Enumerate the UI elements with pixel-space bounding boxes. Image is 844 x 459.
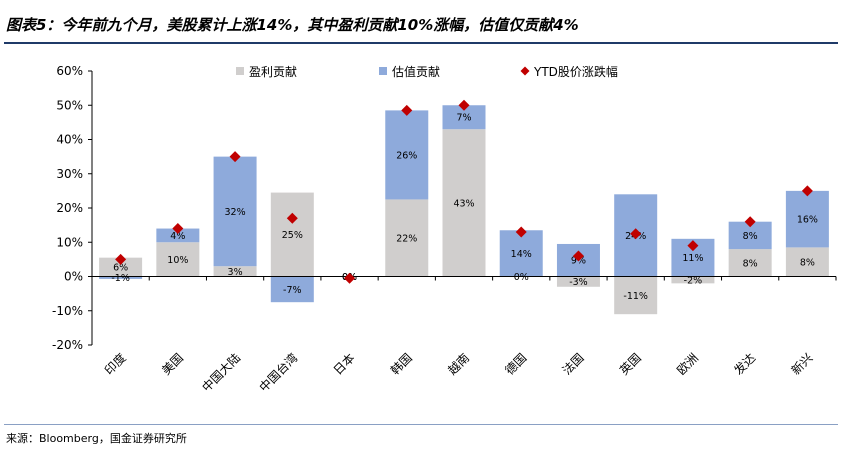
valuation-data-label: 11% <box>682 253 703 264</box>
x-tick-label: 中国大陆 <box>199 350 244 395</box>
earnings-data-label: 25% <box>282 230 303 241</box>
earnings-data-label: 6% <box>113 263 128 274</box>
valuation-data-label: -1% <box>111 273 130 284</box>
y-tick-label: 0% <box>64 270 83 284</box>
y-tick-label: -10% <box>52 304 83 318</box>
valuation-data-label: 14% <box>511 249 532 260</box>
earnings-bar <box>614 276 658 315</box>
earnings-bar <box>270 192 314 277</box>
earnings-bar <box>213 266 257 277</box>
earnings-data-label: 8% <box>800 257 815 268</box>
valuation-data-label: 7% <box>456 113 471 124</box>
earnings-data-label: -2% <box>684 275 703 286</box>
valuation-legend-label: 估值贡献 <box>392 64 440 79</box>
title-divider <box>4 42 838 44</box>
y-tick-label: -20% <box>52 338 83 352</box>
earnings-data-label: -11% <box>623 291 648 302</box>
earnings-bar <box>728 249 772 277</box>
valuation-bar <box>156 228 200 243</box>
source-note: 来源：Bloomberg，国金证券研究所 <box>6 432 187 445</box>
y-tick-label: 30% <box>56 167 83 181</box>
ytd-marker <box>630 228 642 240</box>
valuation-bar <box>385 110 429 200</box>
earnings-data-label: 22% <box>396 233 417 244</box>
earnings-data-label: 8% <box>743 258 758 269</box>
x-tick-label: 欧洲 <box>674 351 701 378</box>
ytd-marker <box>286 212 298 224</box>
earnings-bar <box>556 276 600 287</box>
valuation-bar <box>785 190 829 248</box>
earnings-bar <box>785 247 829 277</box>
valuation-data-label: 4% <box>170 231 185 242</box>
x-tick-label: 韩国 <box>387 350 415 378</box>
stacked-bar-chart: 60% 50% 40% 30% 20% 10% 0% -10% -20% 6%-1% 10% 4% 3%… <box>52 64 837 395</box>
x-tick-label: 发达 <box>731 350 759 378</box>
x-tick-label: 日本 <box>331 351 358 378</box>
earnings-data-label: 43% <box>453 198 474 209</box>
valuation-data-label: -7% <box>283 285 302 296</box>
valuation-bar <box>270 276 314 303</box>
ytd-marker <box>801 185 813 197</box>
y-tick-label: 10% <box>56 235 83 249</box>
ytd-marker <box>172 223 184 235</box>
earnings-data-label: 0% <box>514 272 529 283</box>
ytd-marker <box>572 250 584 262</box>
x-tick-label: 中国台湾 <box>256 350 301 395</box>
earnings-data-label: 3% <box>228 267 243 278</box>
x-tick-label: 新兴 <box>788 350 816 378</box>
ytd-marker <box>344 272 356 284</box>
ytd-marker <box>229 151 241 163</box>
ytd-marker <box>515 226 527 238</box>
earnings-data-label: -3% <box>569 277 588 288</box>
valuation-data-label: 16% <box>797 215 818 226</box>
valuation-data-label: 26% <box>396 150 417 161</box>
earnings-legend-swatch <box>236 67 244 75</box>
valuation-bar <box>99 276 143 279</box>
earnings-data-label: 10% <box>167 255 188 266</box>
ytd-marker <box>458 99 470 111</box>
page-title: 图表5：今年前九个月，美股累计上涨14%，其中盈利贡献10%涨幅，估值仅贡献4% <box>6 16 579 34</box>
ytd-legend-label: YTD股价涨跌幅 <box>533 64 618 79</box>
x-tick-label: 法国 <box>560 351 587 378</box>
ytd-legend-swatch <box>520 66 530 76</box>
valuation-data-label: 32% <box>225 207 246 218</box>
x-tick-label: 英国 <box>617 351 644 378</box>
ytd-marker <box>687 240 699 252</box>
source-divider <box>4 424 838 425</box>
valuation-legend-swatch <box>379 67 387 75</box>
y-tick-label: 40% <box>56 133 83 147</box>
ytd-marker <box>401 104 413 116</box>
earnings-legend-label: 盈利贡献 <box>249 64 297 79</box>
valuation-bar <box>442 105 486 130</box>
x-tick-label: 越南 <box>445 350 473 378</box>
earnings-bar <box>442 129 486 277</box>
earnings-bar <box>385 199 429 277</box>
valuation-bar <box>213 156 257 267</box>
x-tick-label: 德国 <box>502 350 530 378</box>
earnings-bar <box>671 276 715 284</box>
earnings-bar <box>156 242 200 277</box>
y-tick-label: 60% <box>56 64 83 78</box>
earnings-bar <box>99 257 143 277</box>
y-tick-label: 50% <box>56 98 83 112</box>
ytd-marker <box>744 216 756 228</box>
x-tick-label: 美国 <box>159 351 186 378</box>
valuation-bar <box>499 230 543 277</box>
ytd-marker <box>115 253 127 265</box>
x-tick-label: 印度 <box>101 350 129 378</box>
y-tick-label: 20% <box>56 201 83 215</box>
valuation-data-label: 8% <box>743 231 758 242</box>
